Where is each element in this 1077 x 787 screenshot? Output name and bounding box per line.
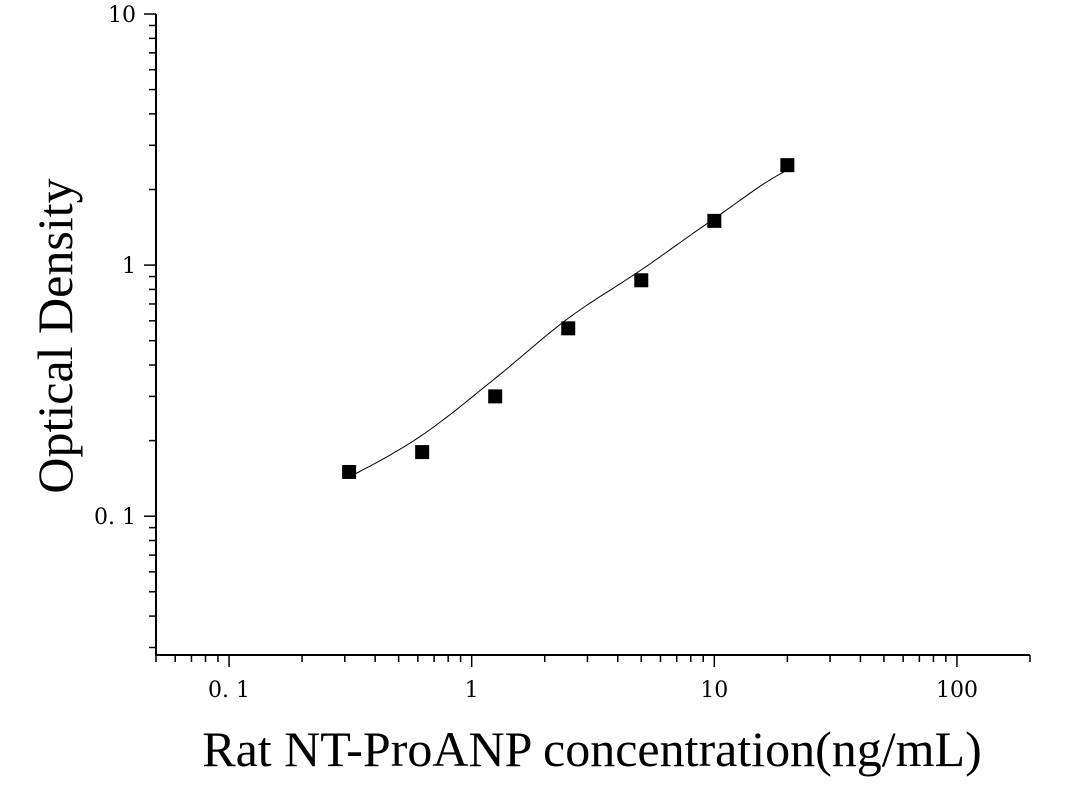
data-point [634, 273, 649, 288]
x-tick-label: 0. 1 [208, 678, 250, 703]
data-point [342, 464, 357, 479]
x-tick-label: 10 [700, 678, 728, 703]
y-tick-label: 10 [108, 3, 136, 28]
x-tick-label: 100 [936, 678, 978, 703]
axes: 0. 1 1 10 100 0. 1 1 10 [94, 3, 1031, 703]
data-points [342, 158, 795, 479]
data-point [707, 213, 722, 228]
data-point [780, 158, 795, 173]
y-tick-label: 1 [122, 254, 136, 279]
y-axis-title: Optical Density [27, 178, 83, 493]
y-tick-label: 0. 1 [94, 505, 136, 530]
x-tick-label: 1 [465, 678, 479, 703]
data-point [561, 321, 576, 336]
data-point [488, 389, 503, 404]
x-axis-title: Rat NT-ProANP concentration(ng/mL) [202, 721, 982, 777]
data-point [415, 445, 430, 460]
